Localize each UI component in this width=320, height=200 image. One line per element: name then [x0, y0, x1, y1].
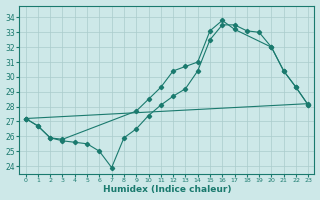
X-axis label: Humidex (Indice chaleur): Humidex (Indice chaleur) [103, 185, 231, 194]
